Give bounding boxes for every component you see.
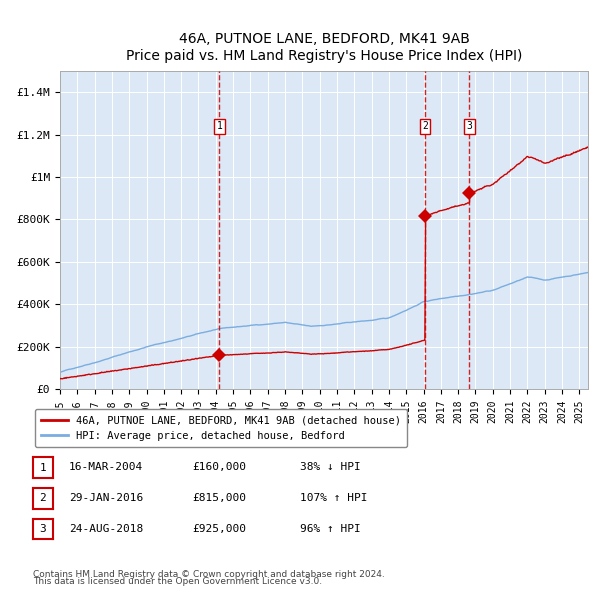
Title: 46A, PUTNOE LANE, BEDFORD, MK41 9AB
Price paid vs. HM Land Registry's House Pric: 46A, PUTNOE LANE, BEDFORD, MK41 9AB Pric… — [126, 32, 522, 63]
Text: 107% ↑ HPI: 107% ↑ HPI — [300, 493, 367, 503]
Text: 3: 3 — [40, 524, 46, 534]
Text: 2: 2 — [422, 122, 428, 132]
Text: 16-MAR-2004: 16-MAR-2004 — [69, 463, 143, 472]
Text: £160,000: £160,000 — [192, 463, 246, 472]
Text: Contains HM Land Registry data © Crown copyright and database right 2024.: Contains HM Land Registry data © Crown c… — [33, 570, 385, 579]
Text: 2: 2 — [40, 493, 46, 503]
Text: 96% ↑ HPI: 96% ↑ HPI — [300, 524, 361, 533]
Text: £815,000: £815,000 — [192, 493, 246, 503]
Text: 1: 1 — [40, 463, 46, 473]
Text: £925,000: £925,000 — [192, 524, 246, 533]
Legend: 46A, PUTNOE LANE, BEDFORD, MK41 9AB (detached house), HPI: Average price, detach: 46A, PUTNOE LANE, BEDFORD, MK41 9AB (det… — [35, 409, 407, 447]
Text: 24-AUG-2018: 24-AUG-2018 — [69, 524, 143, 533]
Text: 29-JAN-2016: 29-JAN-2016 — [69, 493, 143, 503]
Text: 38% ↓ HPI: 38% ↓ HPI — [300, 463, 361, 472]
Text: This data is licensed under the Open Government Licence v3.0.: This data is licensed under the Open Gov… — [33, 577, 322, 586]
Text: 1: 1 — [217, 122, 223, 132]
Text: 3: 3 — [466, 122, 472, 132]
